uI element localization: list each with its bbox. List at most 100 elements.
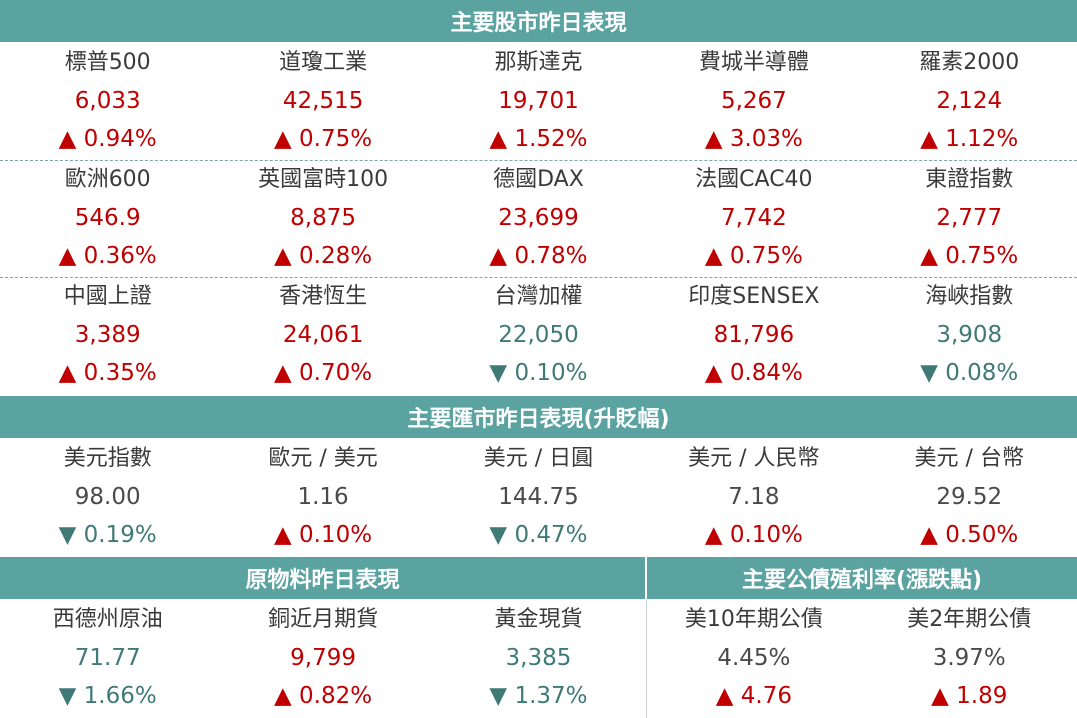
market-change: ▲ 0.94% [58,126,157,152]
commodity-name: 銅近月期貨 [268,607,379,632]
market-change: ▲ 3.03% [704,126,803,152]
up-arrow-icon: ▲ [274,360,292,386]
market-cell: 印度SENSEX 81,796 ▲ 0.84% [646,278,861,392]
fx-change: ▲ 0.50% [920,522,1019,548]
market-cell: 歐洲600 546.9 ▲ 0.36% [0,161,215,275]
market-value: 2,777 [936,205,1003,231]
market-value: 546.9 [74,205,141,231]
fx-value: 98.00 [74,484,141,510]
fx-header: 主要匯市昨日表現(升貶幅) [0,396,1077,438]
market-cell: 英國富時100 8,875 ▲ 0.28% [215,161,430,275]
market-cell: 東證指數 2,777 ▲ 0.75% [862,161,1077,275]
market-cell: 那斯達克 19,701 ▲ 1.52% [431,44,646,158]
market-change: ▲ 0.35% [58,360,157,386]
fx-value: 1.16 [297,484,349,510]
up-arrow-icon: ▲ [931,683,949,709]
fx-change: ▼ 0.19% [58,522,157,548]
up-arrow-icon: ▲ [274,243,292,269]
up-arrow-icon: ▲ [704,243,723,269]
market-change: ▲ 0.78% [489,243,588,269]
market-change: ▲ 0.70% [274,360,373,386]
commodities-bonds-row: 西德州原油 71.77 ▼ 1.66% 銅近月期貨 9,799 ▲ 0.82% … [0,601,1077,715]
market-cell: 費城半導體 5,267 ▲ 3.03% [646,44,861,158]
fx-change: ▲ 0.10% [704,522,803,548]
fx-name: 美元 / 日圓 [483,446,594,471]
up-arrow-icon: ▲ [489,126,508,152]
commodities-header: 原物料昨日表現 [0,557,645,599]
market-value: 8,875 [290,205,357,231]
commodity-name: 黃金現貨 [494,607,583,632]
up-arrow-icon: ▲ [58,360,77,386]
market-cell: 道瓊工業 42,515 ▲ 0.75% [215,44,430,158]
fx-cell: 美元指數 98.00 ▼ 0.19% [0,440,215,554]
market-change: ▲ 0.28% [274,243,373,269]
fx-cell: 美元 / 日圓 144.75 ▼ 0.47% [431,440,646,554]
up-arrow-icon: ▲ [704,522,723,548]
commodity-change: ▲ 0.82% [274,683,373,709]
market-value: 3,908 [936,322,1003,348]
fx-name: 美元 / 人民幣 [688,446,820,471]
fx-cell: 美元 / 人民幣 7.18 ▲ 0.10% [646,440,861,554]
market-cell: 羅素2000 2,124 ▲ 1.12% [862,44,1077,158]
up-arrow-icon: ▲ [58,126,77,152]
stocks-header: 主要股市昨日表現 [0,0,1077,42]
market-change: ▲ 0.36% [58,243,157,269]
market-name: 英國富時100 [258,167,389,192]
commodity-cell: 銅近月期貨 9,799 ▲ 0.82% [215,601,430,715]
market-cell: 法國CAC40 7,742 ▲ 0.75% [646,161,861,275]
stocks-title: 主要股市昨日表現 [450,11,627,36]
bond-cell: 美10年期公債 4.45% ▲ 4.76 [646,601,861,715]
row-divider [0,160,1077,161]
fx-title: 主要匯市昨日表現(升貶幅) [407,407,670,432]
market-change: ▲ 0.75% [704,243,803,269]
commodities-title: 原物料昨日表現 [245,568,400,593]
bond-name: 美2年期公債 [907,607,1032,632]
fx-cell: 歐元 / 美元 1.16 ▲ 0.10% [215,440,430,554]
down-arrow-icon: ▼ [489,360,508,386]
fx-change: ▲ 0.10% [274,522,373,548]
stocks-row-1: 標普500 6,033 ▲ 0.94% 道瓊工業 42,515 ▲ 0.75% … [0,44,1077,158]
market-name: 道瓊工業 [279,50,368,75]
fx-name: 歐元 / 美元 [268,446,378,471]
market-value: 7,742 [720,205,787,231]
market-name: 德國DAX [493,167,584,192]
up-arrow-icon: ▲ [489,243,508,269]
down-arrow-icon: ▼ [58,683,77,709]
up-arrow-icon: ▲ [920,522,938,548]
market-change: ▼ 0.10% [489,360,588,386]
market-name: 羅素2000 [919,50,1020,75]
market-name: 台灣加權 [494,284,583,309]
up-arrow-icon: ▲ [920,126,938,152]
commodity-cell: 西德州原油 71.77 ▼ 1.66% [0,601,215,715]
market-change: ▼ 0.08% [920,360,1019,386]
stocks-row-2: 歐洲600 546.9 ▲ 0.36% 英國富時100 8,875 ▲ 0.28… [0,161,1077,275]
market-cell: 台灣加權 22,050 ▼ 0.10% [431,278,646,392]
bond-name: 美10年期公債 [684,607,823,632]
commodity-name: 西德州原油 [52,607,163,632]
market-cell: 中國上證 3,389 ▲ 0.35% [0,278,215,392]
up-arrow-icon: ▲ [920,243,938,269]
up-arrow-icon: ▲ [704,360,723,386]
market-name: 那斯達克 [494,50,583,75]
commodity-value: 71.77 [74,645,141,671]
market-cell: 標普500 6,033 ▲ 0.94% [0,44,215,158]
market-change: ▲ 0.84% [704,360,803,386]
market-name: 標普500 [64,50,151,75]
market-value: 5,267 [720,88,787,114]
market-change: ▲ 0.75% [920,243,1019,269]
commodity-change: ▼ 1.37% [489,683,588,709]
fx-value: 144.75 [498,484,579,510]
bond-change: ▲ 1.89 [931,683,1008,709]
bond-value: 3.97% [932,645,1006,671]
fx-cell: 美元 / 台幣 29.52 ▲ 0.50% [862,440,1077,554]
up-arrow-icon: ▲ [58,243,77,269]
down-arrow-icon: ▼ [920,360,938,386]
up-arrow-icon: ▲ [715,683,734,709]
market-name: 東證指數 [925,167,1014,192]
market-cell: 德國DAX 23,699 ▲ 0.78% [431,161,646,275]
section-divider [646,599,647,718]
down-arrow-icon: ▼ [489,522,508,548]
market-name: 印度SENSEX [688,284,820,309]
bonds-header: 主要公債殖利率(漲跌點) [647,557,1077,599]
market-name: 費城半導體 [698,50,809,75]
